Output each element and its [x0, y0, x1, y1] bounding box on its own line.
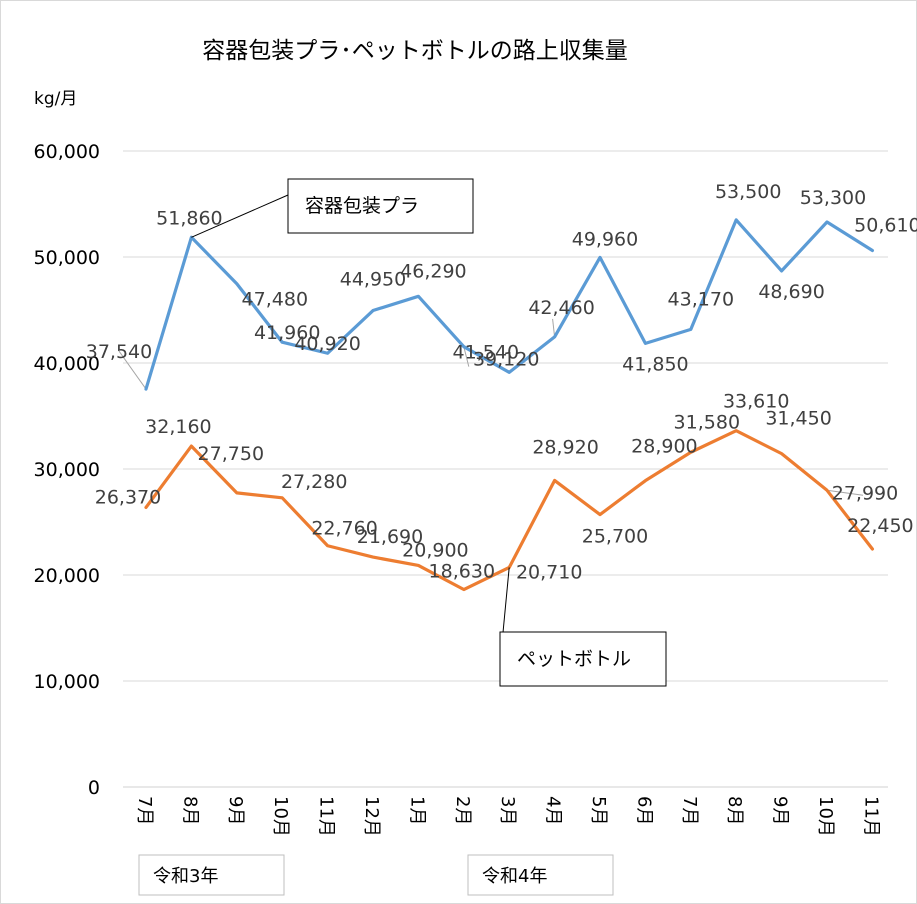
x-tick-label: 5月	[588, 796, 609, 825]
data-label: 22,450	[847, 515, 913, 537]
data-label: 53,500	[715, 181, 781, 203]
data-label: 22,760	[311, 518, 377, 540]
data-label: 48,690	[758, 281, 824, 303]
series-name-label: 容器包装プラ	[305, 195, 419, 217]
data-label: 50,610	[854, 215, 917, 237]
data-label: 51,860	[156, 207, 222, 229]
series-line-0	[144, 218, 875, 391]
data-label: 41,850	[622, 353, 688, 375]
data-label: 47,480	[242, 289, 308, 311]
year-label-box	[138, 854, 285, 896]
data-label: 49,960	[572, 228, 638, 250]
data-label: 37,540	[86, 341, 152, 363]
y-tick-label: 10,000	[34, 671, 100, 693]
y-tick-label: 30,000	[34, 459, 100, 481]
x-tick-label: 7月	[134, 796, 155, 825]
label-leader-line	[463, 346, 470, 367]
data-label: 21,690	[357, 526, 423, 548]
label-leader-line	[118, 350, 147, 390]
series-callout-box	[499, 631, 667, 687]
x-tick-label: 8月	[179, 796, 200, 825]
data-label: 26,370	[95, 486, 161, 508]
x-tick-label: 6月	[633, 796, 654, 825]
x-tick-label: 12月	[361, 796, 382, 837]
callout-leader	[191, 194, 289, 238]
x-tick-label: 9月	[770, 796, 791, 825]
x-tick-label: 11月	[316, 796, 337, 837]
series-callout-box	[287, 178, 474, 234]
y-tick-label: 60,000	[34, 141, 100, 163]
x-tick-label: 10月	[815, 796, 836, 837]
data-label: 40,920	[294, 333, 360, 355]
data-label: 41,960	[254, 322, 320, 344]
x-tick-label: 4月	[543, 796, 564, 825]
data-label: 41,540	[453, 342, 519, 364]
y-tick-label: 20,000	[34, 565, 100, 587]
data-label: 31,450	[765, 408, 831, 430]
y-tick-label: 40,000	[34, 353, 100, 375]
x-tick-label: 1月	[406, 796, 427, 825]
chart-title: 容器包装プラ･ペットボトルの路上収集量	[202, 38, 628, 64]
x-tick-label: 7月	[679, 796, 700, 825]
data-label: 20,900	[402, 539, 468, 561]
year-label: 令和3年	[153, 866, 218, 887]
data-label: 20,710	[516, 561, 582, 583]
x-tick-label: 2月	[452, 796, 473, 825]
data-label: 32,160	[145, 416, 211, 438]
data-label: 18,630	[429, 561, 495, 583]
data-label: 27,280	[281, 471, 347, 493]
data-label: 42,460	[528, 297, 594, 319]
x-tick-label: 10月	[270, 796, 291, 837]
y-tick-label: 0	[88, 777, 100, 799]
data-label: 44,950	[340, 269, 406, 291]
data-label: 31,580	[674, 411, 740, 433]
data-label: 28,920	[532, 436, 598, 458]
x-tick-label: 8月	[724, 796, 745, 825]
label-leader-line	[552, 318, 556, 337]
x-tick-label: 3月	[497, 796, 518, 825]
data-label: 43,170	[668, 288, 734, 310]
data-label: 53,300	[800, 187, 866, 209]
y-tick-label: 50,000	[34, 247, 100, 269]
data-label: 46,290	[400, 260, 466, 282]
data-label: 28,900	[631, 436, 697, 458]
data-label: 27,990	[832, 482, 898, 504]
data-label: 39,120	[473, 348, 539, 370]
year-label-box	[467, 854, 614, 896]
x-tick-label: 11月	[860, 796, 881, 837]
label-leader-line	[826, 489, 864, 496]
data-label: 33,610	[723, 391, 789, 413]
y-axis-unit-label: kg/月	[34, 89, 77, 109]
data-label: 27,750	[198, 443, 264, 465]
data-label: 25,700	[582, 526, 648, 548]
x-tick-label: 9月	[225, 796, 246, 825]
series-name-label: ペットボトル	[517, 648, 631, 670]
year-label: 令和4年	[482, 866, 547, 887]
